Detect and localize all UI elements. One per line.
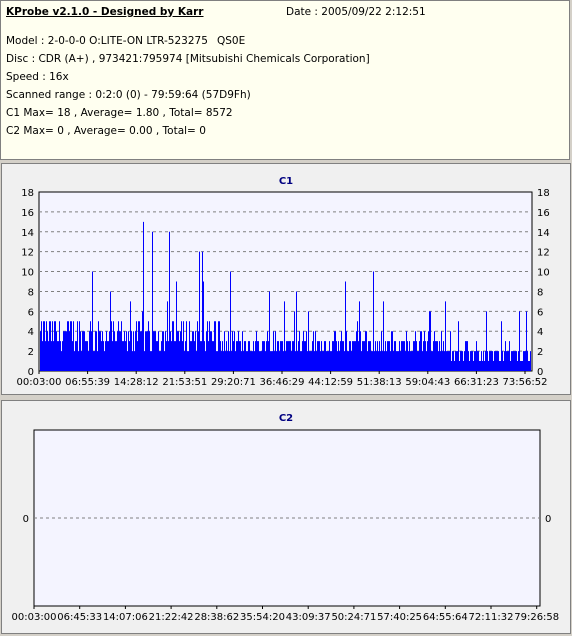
x-tick-label: 06:55:39 [65,377,110,388]
x-tick-label: 06:45:33 [57,612,102,623]
speed-line: Speed : 16x [6,71,69,83]
y-tick-right: 10 [537,268,550,279]
x-tick-label: 28:38:62 [194,612,239,623]
c2-panel: C2 0 0 00:03:00 06:45:33 14:07:06 21:22:42 28:3… [1,400,571,634]
x-tick-label: 00:03:00 [12,612,57,623]
y-tick-right: 0 [545,514,551,525]
y-tick-left: 16 [21,208,34,219]
x-tick-label: 14:28:12 [114,377,159,388]
y-tick-left: 6 [28,307,34,318]
x-tick-label: 59:04:43 [405,377,450,388]
x-tick-label: 51:38:13 [357,377,402,388]
x-tick-label: 29:20:71 [211,377,256,388]
x-tick-label: 21:22:42 [149,612,194,623]
y-tick-right: 14 [537,228,550,239]
info-panel: KProbe v2.1.0 - Designed by Karr Date : … [0,0,570,160]
c2-summary: C2 Max= 0 , Average= 0.00 , Total= 0 [6,125,206,137]
x-tick-label: 44:12:59 [308,377,353,388]
chart-title: C2 [279,413,293,424]
c1-panel: C1 0 0 2 2 4 4 6 6 8 8 10 10 12 12 14 14 16 16 18 18 00:03:00… [1,163,571,395]
x-tick-label: 14:07:06 [103,612,148,623]
x-tick-label: 57:40:25 [377,612,422,623]
y-tick-left: 10 [21,268,34,279]
y-tick-left: 8 [28,287,34,298]
x-tick-label: 79:26:58 [514,612,559,623]
y-tick-left: 0 [28,367,34,378]
c1-summary: C1 Max= 18 , Average= 1.80 , Total= 8572 [6,107,233,119]
y-tick-right: 18 [537,188,550,199]
x-tick-label: 64:55:64 [423,612,468,623]
y-tick-right: 8 [537,287,543,298]
y-tick-right: 2 [537,347,543,358]
scan-date: Date : 2005/09/22 2:12:51 [286,6,426,18]
y-tick-right: 16 [537,208,550,219]
firmware-label: QS0E [217,35,246,47]
x-tick-label: 00:03:00 [17,377,62,388]
c1-chart: C1 0 0 2 2 4 4 6 6 8 8 10 10 12 12 14 14 16 16 18 18 00:03:00… [17,176,550,388]
x-tick-label: 73:56:52 [503,377,548,388]
y-tick-left: 14 [21,228,34,239]
y-tick-right: 0 [537,367,543,378]
y-tick-left: 4 [28,327,34,338]
x-tick-label: 72:11:32 [469,612,514,623]
y-tick-left: 12 [21,248,34,259]
x-tick-label: 43:09:37 [286,612,331,623]
y-tick-left: 18 [21,188,34,199]
c2-chart: C2 0 0 00:03:00 06:45:33 14:07:06 21:22:42 28:3… [12,413,560,623]
app-title: KProbe v2.1.0 - Designed by Karr [6,6,204,18]
y-tick-right: 6 [537,307,543,318]
y-tick-right: 4 [537,327,543,338]
y-tick-left: 0 [23,514,29,525]
x-tick-label: 35:54:20 [240,612,285,623]
disc-line: Disc : CDR (A+) , 973421:795974 [Mitsubi… [6,53,370,65]
bar-series [40,221,531,371]
chart-title: C1 [279,176,293,187]
range-line: Scanned range : 0:2:0 (0) - 79:59:64 (57… [6,89,251,101]
y-tick-right: 12 [537,248,550,259]
x-tick-label: 50:24:71 [331,612,376,623]
x-tick-label: 21:53:51 [162,377,207,388]
y-tick-left: 2 [28,347,34,358]
x-tick-label: 66:31:23 [454,377,499,388]
x-tick-label: 36:46:29 [260,377,305,388]
model-line: Model : 2-0-0-0 O:LITE-ON LTR-523275 [6,35,208,47]
